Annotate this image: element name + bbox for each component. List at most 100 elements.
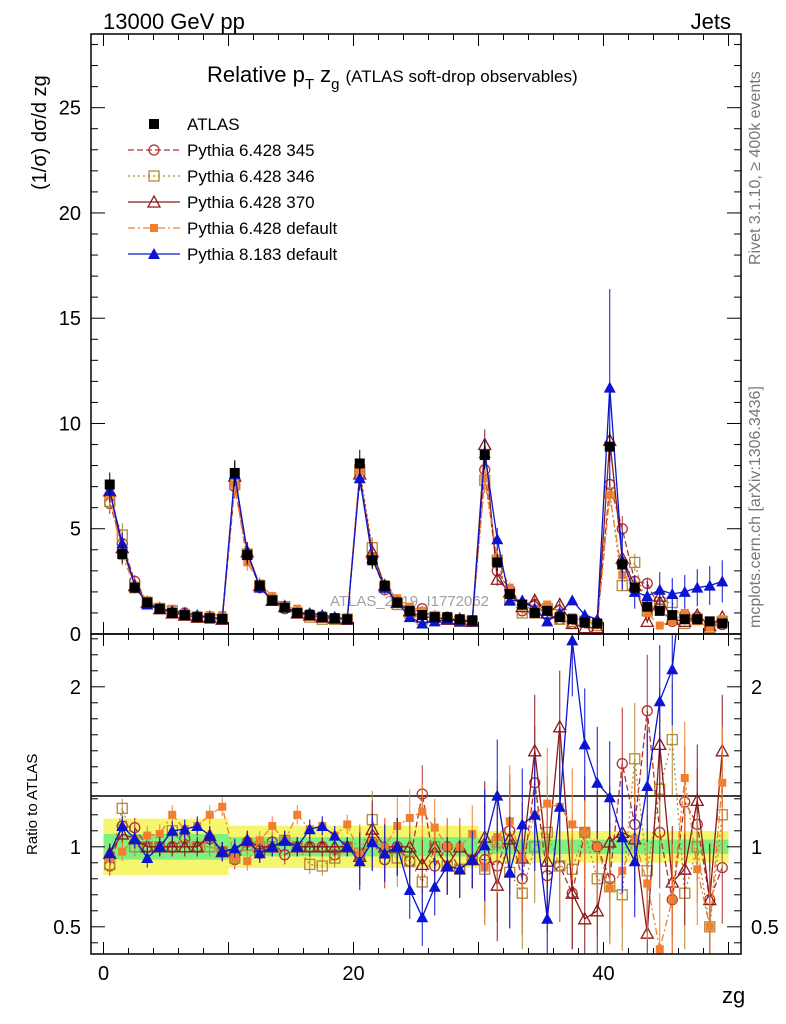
ratio-point (704, 388, 716, 399)
data-point (254, 580, 265, 591)
data-point (691, 581, 704, 593)
ratio-point (327, 839, 342, 853)
ratio-point (466, 853, 479, 865)
y-tick-label-ratio-right: 0.5 (751, 917, 779, 939)
ratio-point (405, 814, 414, 822)
ratio-point (418, 807, 427, 816)
data-point (554, 612, 565, 623)
ratio-point (205, 810, 214, 819)
ratio-point (565, 885, 580, 899)
x-tick-label: 0 (98, 963, 109, 985)
ratio-point (430, 823, 439, 832)
ratio-point (580, 828, 589, 837)
data-point (353, 472, 366, 484)
data-point (217, 613, 228, 624)
data-point (517, 599, 528, 610)
ratio-point (428, 880, 441, 892)
y-tick-label-main: 15 (59, 308, 81, 330)
data-point (179, 610, 190, 621)
ratio-line (109, 739, 723, 927)
y-tick-label-ratio: 2 (70, 677, 81, 699)
legend: ATLAS Pythia 6.428 345 Pythia 6.428 346 Pyt… (128, 115, 338, 264)
ratio-point (328, 829, 341, 841)
y-axis-label-ratio: Ratio to ATLAS (24, 754, 41, 855)
legend-entry: Pythia 6.428 346 (128, 167, 315, 186)
ratio-point (178, 823, 191, 835)
data-point (142, 597, 153, 608)
ratio-point (680, 774, 689, 782)
y-tick-label-main: 0 (70, 624, 81, 646)
ratio-point (628, 855, 641, 867)
data-point (566, 594, 579, 606)
ratio-point (591, 776, 604, 788)
data-point (505, 583, 514, 592)
ratio-point (716, 201, 728, 212)
data-point (617, 559, 628, 570)
data-point (679, 614, 690, 625)
data-point (491, 533, 504, 545)
ratio-point (165, 839, 180, 853)
data-point (403, 611, 416, 623)
data-point (379, 580, 390, 591)
data-point (492, 557, 503, 568)
ratio-point (403, 884, 416, 895)
data-point (417, 610, 428, 621)
data-point (668, 617, 677, 626)
x-tick-label: 40 (592, 963, 614, 985)
y-tick-label-ratio-right: 2 (751, 677, 762, 699)
data-point (279, 602, 290, 613)
ratio-panel-series (102, 201, 730, 954)
legend-label: Pythia 6.428 default (187, 219, 338, 238)
ratio-point (143, 831, 152, 840)
data-point (367, 555, 378, 566)
data-point (629, 556, 641, 569)
ratio-point (116, 802, 128, 815)
axis-ticks: 0 20 40 0 5 10 15 20 25 0.5 0.5 1 1 2 2 (53, 34, 779, 985)
ratio-point (605, 884, 614, 893)
y-tick-label-ratio: 1 (70, 837, 81, 859)
data-point (717, 618, 728, 629)
legend-entry: Pythia 6.428 345 (128, 141, 315, 160)
data-point (629, 582, 640, 593)
data-point (442, 612, 453, 623)
legend-entry: Pythia 6.428 370 (128, 193, 315, 212)
ratio-series-5 (103, 201, 728, 954)
ratio-point (566, 634, 579, 646)
ratio-point (366, 836, 379, 847)
ratio-point (668, 895, 677, 904)
legend-entry: ATLAS (149, 115, 240, 134)
ratio-point (243, 857, 252, 866)
y-tick-label-main: 25 (59, 98, 81, 120)
ratio-point (291, 840, 304, 852)
data-point (490, 571, 505, 585)
rivet-version-label: Rivet 3.1.10, ≥ 400k events (747, 71, 764, 265)
data-point (692, 614, 703, 625)
ratio-point (503, 866, 516, 878)
data-point (429, 612, 440, 623)
y-tick-label-main: 10 (59, 413, 81, 435)
ratio-point (416, 911, 429, 923)
data-point (541, 615, 554, 627)
ratio-point (491, 789, 504, 801)
data-point (542, 605, 553, 616)
ratio-point (643, 879, 652, 888)
ratio-point (441, 860, 454, 871)
ratio-point (391, 840, 404, 852)
ratio-point (302, 839, 317, 853)
ratio-point (578, 738, 591, 750)
data-point (579, 617, 590, 628)
data-point (116, 537, 129, 549)
data-point (705, 623, 714, 632)
ratio-point (653, 695, 666, 707)
data-point (503, 594, 516, 606)
data-point (640, 614, 655, 628)
ratio-point (528, 808, 541, 820)
mcplots-label: mcplots.cern.ch [arXiv:1306.3436] (747, 386, 764, 628)
data-point (653, 583, 666, 595)
data-point (578, 609, 591, 621)
legend-marker (149, 119, 159, 129)
ratio-point (353, 855, 366, 867)
ratio-point (190, 839, 205, 853)
ratio-point (541, 912, 554, 924)
